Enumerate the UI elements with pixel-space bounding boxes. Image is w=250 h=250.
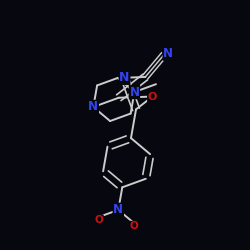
- Text: N: N: [163, 47, 173, 60]
- Text: N: N: [119, 71, 130, 84]
- Text: O: O: [94, 215, 103, 225]
- Text: O: O: [148, 92, 157, 102]
- Text: N: N: [130, 86, 140, 98]
- Text: N: N: [113, 204, 123, 216]
- Text: O: O: [130, 222, 139, 232]
- Text: N: N: [88, 100, 98, 114]
